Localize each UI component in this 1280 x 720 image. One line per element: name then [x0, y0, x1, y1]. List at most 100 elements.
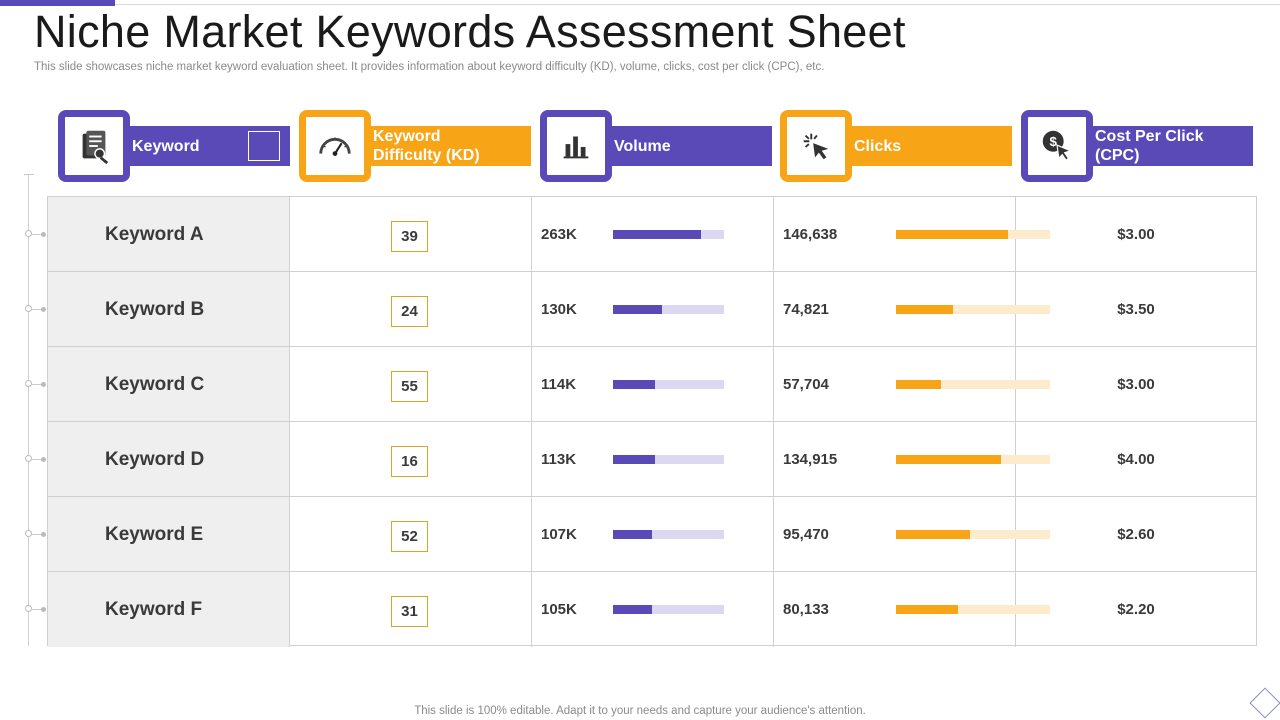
header-cpc-label: Cost Per Click (CPC)	[1095, 128, 1204, 164]
header-cpc: Cost Per Click (CPC) $	[1021, 110, 1253, 182]
footer-note: This slide is 100% editable. Adapt it to…	[414, 705, 866, 717]
keyword-name: Keyword F	[105, 599, 203, 620]
cursor-click-icon	[780, 110, 852, 182]
difficulty-cell: 24	[290, 272, 532, 346]
header-keyword: Keyword	[58, 110, 290, 182]
header-clicks-bar: Clicks	[820, 126, 1012, 166]
keyword-name: Keyword A	[105, 224, 204, 245]
clicks-value: 80,133	[783, 601, 829, 618]
difficulty-cell: 55	[290, 347, 532, 421]
difficulty-cell: 52	[290, 497, 532, 571]
cpc-cell: $3.00	[1016, 347, 1256, 421]
clicks-bar-fill	[896, 605, 958, 614]
volume-bar-fill	[613, 605, 652, 614]
header-keyword-bar: Keyword	[98, 126, 290, 166]
clicks-bar-track	[896, 455, 1050, 464]
volume-cell: 113K	[532, 422, 774, 496]
volume-value: 113K	[541, 451, 577, 468]
cpc-cell: $3.00	[1016, 197, 1256, 271]
keyword-cell: Keyword E	[48, 497, 290, 571]
volume-bar-track	[613, 605, 724, 614]
header-volume-bar: Volume	[580, 126, 772, 166]
timeline-line	[28, 174, 29, 646]
clicks-bar-track	[896, 230, 1050, 239]
clicks-bar-track	[896, 305, 1050, 314]
volume-bar-track	[613, 305, 724, 314]
table-row: Keyword B 24 130K 74,821 $3.50	[48, 272, 1256, 347]
difficulty-value: 16	[391, 446, 428, 477]
top-accent-bar	[0, 0, 115, 6]
header-placeholder-box	[248, 131, 280, 161]
volume-cell: 105K	[532, 572, 774, 647]
volume-bar-fill	[613, 305, 662, 314]
timeline-dot	[41, 382, 46, 387]
keyword-cell: Keyword B	[48, 272, 290, 346]
volume-bar-fill	[613, 455, 656, 464]
clicks-bar-fill	[896, 380, 941, 389]
clicks-value: 74,821	[783, 301, 829, 318]
cpc-cell: $3.50	[1016, 272, 1256, 346]
table-row: Keyword A 39 263K 146,638 $3.00	[48, 197, 1256, 272]
cpc-value: $2.20	[1117, 601, 1155, 618]
timeline-dot	[41, 307, 46, 312]
header-keyword-label: Keyword	[132, 137, 200, 155]
clicks-cell: 57,704	[774, 347, 1050, 421]
volume-value: 105K	[541, 601, 577, 618]
header-cpc-bar: Cost Per Click (CPC)	[1061, 126, 1253, 166]
timeline-dot	[41, 607, 46, 612]
keywords-table: Keyword A 39 263K 146,638 $3.00 Keyword B 24 13…	[47, 196, 1257, 647]
table-row: Keyword D 16 113K 134,915 $4.00	[48, 422, 1256, 497]
timeline-node	[25, 455, 32, 462]
clicks-cell: 74,821	[774, 272, 1050, 346]
header-difficulty-label: Keyword Difficulty (KD)	[373, 128, 480, 164]
volume-bar-fill	[613, 530, 652, 539]
keyword-cell: Keyword C	[48, 347, 290, 421]
timeline-connector	[32, 234, 44, 235]
volume-bar-track	[613, 530, 724, 539]
cpc-value: $3.50	[1117, 301, 1155, 318]
timeline-dot	[41, 232, 46, 237]
timeline-node	[25, 230, 32, 237]
keyword-name: Keyword C	[105, 374, 205, 395]
cpc-value: $3.00	[1117, 376, 1155, 393]
volume-bar-fill	[613, 380, 656, 389]
clicks-bar-fill	[896, 530, 970, 539]
table-row: Keyword C 55 114K 57,704 $3.00	[48, 347, 1256, 422]
difficulty-value: 31	[391, 596, 428, 627]
clicks-bar-track	[896, 380, 1050, 389]
volume-cell: 107K	[532, 497, 774, 571]
timeline-node	[25, 305, 32, 312]
timeline-connector	[32, 384, 44, 385]
difficulty-cell: 16	[290, 422, 532, 496]
clicks-value: 57,704	[783, 376, 829, 393]
keyword-name: Keyword D	[105, 449, 205, 470]
clicks-value: 134,915	[783, 451, 838, 468]
cpc-cell: $2.20	[1016, 572, 1256, 647]
difficulty-cell: 39	[290, 197, 532, 271]
keyword-cell: Keyword A	[48, 197, 290, 271]
timeline-dot	[41, 457, 46, 462]
difficulty-cell: 31	[290, 572, 532, 647]
clicks-cell: 146,638	[774, 197, 1050, 271]
volume-value: 107K	[541, 526, 577, 543]
cpc-value: $3.00	[1117, 226, 1155, 243]
header-difficulty-bar: Keyword Difficulty (KD)	[339, 126, 531, 166]
dollar-cursor-icon: $	[1021, 110, 1093, 182]
volume-value: 263K	[541, 226, 577, 243]
timeline-dot	[41, 532, 46, 537]
table-row: Keyword E 52 107K 95,470 $2.60	[48, 497, 1256, 572]
volume-cell: 114K	[532, 347, 774, 421]
clicks-value: 95,470	[783, 526, 829, 543]
volume-bar-track	[613, 230, 724, 239]
keyword-name: Keyword E	[105, 524, 204, 545]
timeline-node	[25, 380, 32, 387]
volume-value: 130K	[541, 301, 577, 318]
clicks-cell: 80,133	[774, 572, 1050, 647]
keyword-document-icon	[58, 110, 130, 182]
clicks-cell: 95,470	[774, 497, 1050, 571]
page-title: Niche Market Keywords Assessment Sheet	[34, 6, 906, 57]
clicks-bar-track	[896, 605, 1050, 614]
volume-value: 114K	[541, 376, 577, 393]
table-row: Keyword F 31 105K 80,133 $2.20	[48, 572, 1256, 647]
timeline-cap	[24, 174, 34, 175]
